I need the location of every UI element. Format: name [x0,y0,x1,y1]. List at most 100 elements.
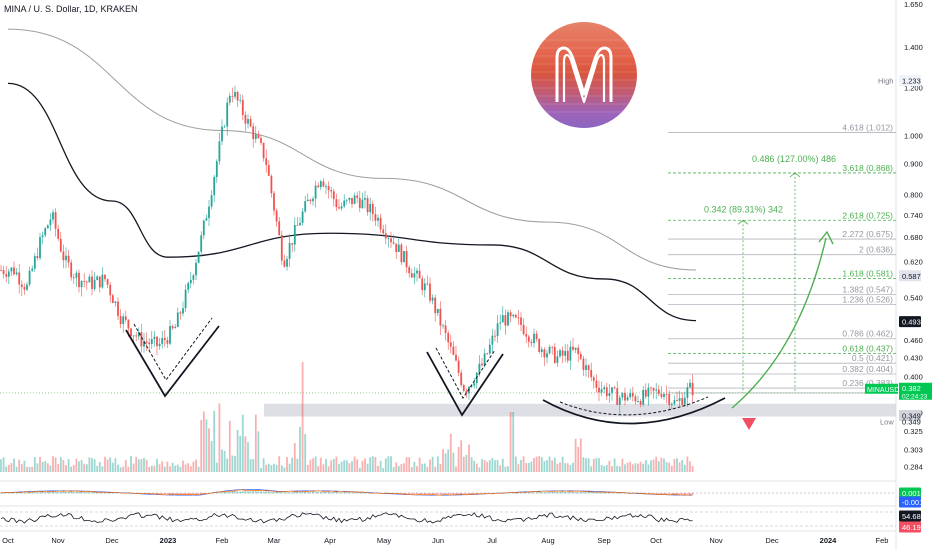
volume-bar [351,461,353,472]
macd-histogram-bar [88,492,91,494]
volume-bar [681,460,684,472]
macd-histogram-bar [572,491,574,494]
candle-body [127,319,130,329]
candle-body [189,279,192,284]
candle-body [608,392,611,397]
macd-histogram-bar [452,493,455,495]
candle-body [244,114,247,124]
macd-histogram-bar [283,492,286,494]
volume-bar [338,464,340,472]
volume-bar [616,465,619,472]
macd-histogram-bar [535,492,538,494]
time-tick-label: Jul [487,536,497,545]
volume-bar [197,466,200,472]
volume-bar [161,461,164,472]
macd-histogram-bar [335,492,338,494]
price-tick-label: 0.740 [904,211,923,220]
macd-histogram-bar [218,492,221,494]
macd-histogram-bar [262,491,265,494]
candle-body [72,277,75,279]
high-label: High [878,77,893,86]
candle-body [140,332,143,347]
price-tick-label: 0.400 [904,373,923,382]
volume-bar [673,459,676,472]
volume-bar [642,463,645,472]
volume-bar [280,465,283,472]
macd-histogram-bar [517,492,520,494]
volume-bar [624,464,626,472]
volume-bar [109,457,112,472]
volume-bar [80,459,83,472]
macd-histogram-bar [93,492,96,494]
macd-histogram-bar [44,492,47,494]
volume-bar [163,466,166,472]
volume-bar [535,456,538,472]
candle-body [416,270,418,274]
volume-bar [299,426,301,472]
candle-body [156,336,158,347]
candle-body [652,387,655,391]
candle-body [234,91,236,97]
volume-bar [650,460,652,472]
candle-body [665,393,668,395]
volume-bar [361,460,364,472]
macd-histogram-bar [434,493,437,495]
candle-body [473,383,476,386]
volume-bar [26,466,28,472]
volume-bar [686,456,689,472]
candle-body [634,396,637,402]
candle-body [410,273,413,278]
candle-body [338,207,340,209]
macd-histogram-bar [449,493,452,495]
candle-body [618,397,621,405]
price-tick-label: 1.650 [904,0,923,9]
volume-bar [660,457,663,472]
macd-histogram-bar [234,491,236,494]
candle-body [483,353,486,366]
fib-label: 2.272 (0.675) [842,229,893,239]
macd-histogram-bar [249,491,252,494]
time-tick-label: Feb [216,536,229,545]
macd-histogram-bar [543,492,546,494]
volume-bar [410,467,413,472]
volume-bar [551,460,554,472]
rsi-badge-2: 46.19 [902,523,921,532]
candle-body [353,195,356,204]
volume-bar [226,458,229,472]
macd-histogram-bar [226,491,229,494]
volume-bar [312,458,314,472]
volume-bar [41,461,44,472]
projection-arrow-head [818,230,834,245]
volume-bar [637,463,639,472]
volume-bar [2,457,5,472]
candle-body [569,346,572,361]
candle-body [382,229,385,234]
macd-histogram-bar [75,491,78,494]
candle-body [67,255,70,263]
volume-bar [548,456,551,472]
candle-body [379,217,382,230]
volume-bar [527,462,530,472]
macd-histogram-bar [553,491,556,494]
volume-bar [221,449,223,472]
macd-badge-1: 0.001 [902,489,921,498]
volume-bar [72,465,75,472]
volume-bar [611,466,613,472]
volume-bar [304,434,307,472]
candle-body [418,270,421,279]
macd-histogram-bar [439,493,442,495]
countdown-label: 02:24:23 [902,393,928,400]
macd-histogram-bar [436,493,439,495]
volume-bar [104,456,106,472]
candle-body [369,203,372,213]
candle-body [325,186,327,187]
fib-label: 1.382 (0.547) [842,284,893,294]
candle-body [62,251,65,261]
macd-histogram-bar [322,491,325,494]
volume-bar [57,463,60,472]
volume-bar [689,461,691,472]
macd-histogram-bar [670,493,673,495]
candle-body [187,283,190,290]
candle-body [644,389,647,397]
